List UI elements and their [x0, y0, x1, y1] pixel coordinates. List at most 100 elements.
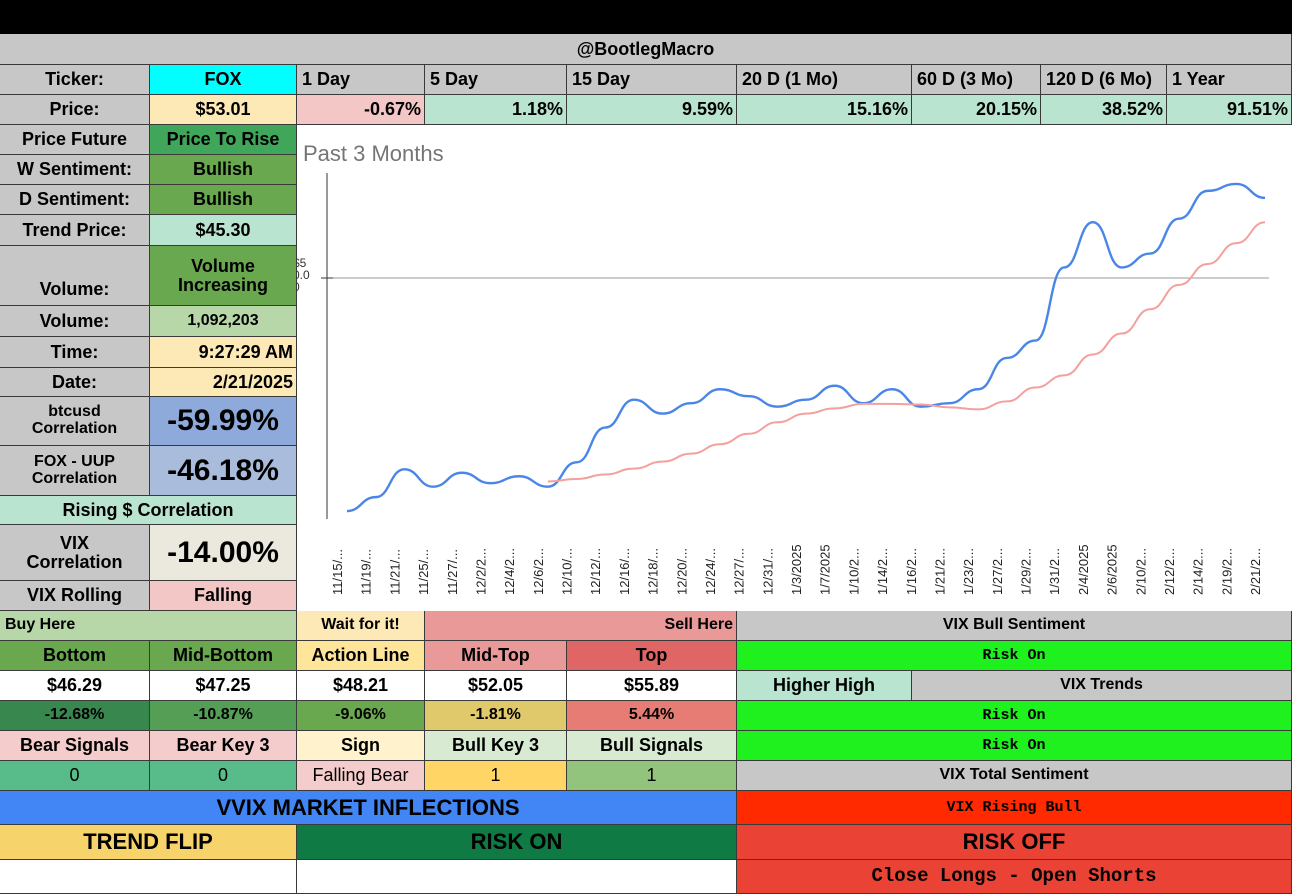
level-mid-top-pct: -1.81%: [425, 701, 567, 731]
x-tick-label: 1/23/2...: [961, 548, 976, 595]
wait-label: Wait for it!: [297, 611, 425, 641]
level-top-header: Top: [567, 641, 737, 671]
vix-rolling-value: Falling: [150, 581, 297, 611]
x-tick-label: 1/29/2...: [1019, 548, 1034, 595]
w-sentiment-value: Bullish: [150, 155, 297, 185]
x-tick-label: 2/4/2025: [1076, 544, 1091, 595]
x-tick-label: 1/7/2025: [818, 544, 833, 595]
bear-key3-header: Bear Key 3: [150, 731, 297, 761]
rising-correlation: Rising $ Correlation: [0, 496, 297, 525]
level-mid-top-header: Mid-Top: [425, 641, 567, 671]
date-label: Date:: [0, 368, 150, 397]
x-tick-label: 12/12/...: [588, 548, 603, 595]
x-tick-label: 12/2/2...: [473, 548, 488, 595]
vix-rolling-label: VIX Rolling: [0, 581, 150, 611]
x-tick-label: 12/20/...: [674, 548, 689, 595]
period-20d-label: 20 D (1 Mo): [737, 65, 912, 95]
bull-key3-header: Bull Key 3: [425, 731, 567, 761]
btc-correlation-label: btcusd Correlation: [0, 397, 150, 446]
change-120d: 38.52%: [1041, 95, 1167, 125]
sign-value: Falling Bear: [297, 761, 425, 791]
level-top-pct: 5.44%: [567, 701, 737, 731]
close-longs-action: Close Longs - Open Shorts: [737, 860, 1292, 894]
vix-trends-title: VIX Trends: [912, 671, 1292, 701]
time-label: Time:: [0, 337, 150, 368]
x-tick-label: 1/27/2...: [990, 548, 1005, 595]
x-tick-label: 11/25/...: [416, 549, 431, 595]
volume-label: Volume:: [0, 306, 150, 337]
d-sentiment-value: Bullish: [150, 185, 297, 215]
chart-title: Past 3 Months: [303, 141, 444, 166]
level-action-line-pct: -9.06%: [297, 701, 425, 731]
bear-key3-value: 0: [150, 761, 297, 791]
vix-total-sentiment-value: VIX Rising Bull: [737, 791, 1292, 825]
x-tick-label: 11/21/...: [387, 549, 402, 595]
level-mid-bottom-price: $47.25: [150, 671, 297, 701]
top-black-bar: [0, 0, 1292, 34]
d-sentiment-label: D Sentiment:: [0, 185, 150, 215]
w-sentiment-label: W Sentiment:: [0, 155, 150, 185]
date-value: 2/21/2025: [150, 368, 297, 397]
volume-trend-label: Volume:: [0, 246, 150, 306]
period-1d-label: 1 Day: [297, 65, 425, 95]
level-action-line-price: $48.21: [297, 671, 425, 701]
x-tick-label: 12/10/...: [560, 548, 575, 595]
x-tick-label: 2/21/2...: [1248, 548, 1263, 595]
price-line: [346, 182, 1266, 513]
risk-off-header: RISK OFF: [737, 825, 1292, 860]
vix-correlation-value: -14.00%: [150, 525, 297, 581]
period-5d-label: 5 Day: [425, 65, 567, 95]
level-bottom-price: $46.29: [0, 671, 150, 701]
y-tick-label: $5: [297, 256, 307, 270]
change-5d: 1.18%: [425, 95, 567, 125]
uup-correlation-label: FOX - UUP Correlation: [0, 446, 150, 496]
period-15d-label: 15 Day: [567, 65, 737, 95]
ticker-label: Ticker:: [0, 65, 150, 95]
price-chart-svg: Past 3 Months $50.00 11/15/... 11/19/... 11/…: [297, 141, 1269, 595]
x-tick-label: 1/14/2...: [875, 548, 890, 595]
vix-bull-sentiment-value: Risk On: [737, 641, 1292, 671]
level-bottom-header: Bottom: [0, 641, 150, 671]
uup-correlation-value: -46.18%: [150, 446, 297, 496]
trend-flip-value: [0, 860, 297, 894]
volume-value: 1,092,203: [150, 306, 297, 337]
risk-on-header: RISK ON: [297, 825, 737, 860]
sell-here-label: Sell Here: [425, 611, 737, 641]
trend-price-label: Trend Price:: [0, 215, 150, 246]
period-120d-label: 120 D (6 Mo): [1041, 65, 1167, 95]
change-1y: 91.51%: [1167, 95, 1292, 125]
time-value: 9:27:29 AM: [150, 337, 297, 368]
change-60d: 20.15%: [912, 95, 1041, 125]
btc-correlation-value: -59.99%: [150, 397, 297, 446]
level-bottom-pct: -12.68%: [0, 701, 150, 731]
trend-flip-header: TREND FLIP: [0, 825, 297, 860]
volume-trend-value: Volume Increasing: [150, 246, 297, 306]
price-value: $53.01: [150, 95, 297, 125]
trend-price-value: $45.30: [150, 215, 297, 246]
bull-signals-header: Bull Signals: [567, 731, 737, 761]
x-tick-label: 11/15/...: [330, 549, 345, 595]
x-tick-label: 1/21/2...: [932, 548, 947, 595]
x-tick-label: 2/6/2025: [1105, 544, 1120, 595]
x-tick-label: 2/12/2...: [1162, 548, 1177, 595]
change-1d: -0.67%: [297, 95, 425, 125]
bull-key3-value: 1: [425, 761, 567, 791]
x-tick-label: 12/4/2...: [502, 548, 517, 595]
price-future-value: Price To Rise: [150, 125, 297, 155]
x-tick-label: 12/18/...: [646, 548, 661, 595]
y-tick-label: 0.0: [297, 268, 310, 282]
vix-bull-sentiment-title: VIX Bull Sentiment: [737, 611, 1292, 641]
vix-correlation-label: VIX Correlation: [0, 525, 150, 581]
period-60d-label: 60 D (3 Mo): [912, 65, 1041, 95]
x-tick-label: 12/6/2...: [531, 548, 546, 595]
buy-here-label: Buy Here: [0, 611, 297, 641]
x-tick-label: 12/16/...: [617, 548, 632, 595]
bear-signals-header: Bear Signals: [0, 731, 150, 761]
x-tick-label: 1/31/2...: [1047, 548, 1062, 595]
bull-signals-value: 1: [567, 761, 737, 791]
level-top-price: $55.89: [567, 671, 737, 701]
x-tick-label: 2/19/2...: [1219, 548, 1234, 595]
y-tick-label: 0: [297, 280, 300, 294]
risk-on-value: [297, 860, 737, 894]
change-20d: 15.16%: [737, 95, 912, 125]
